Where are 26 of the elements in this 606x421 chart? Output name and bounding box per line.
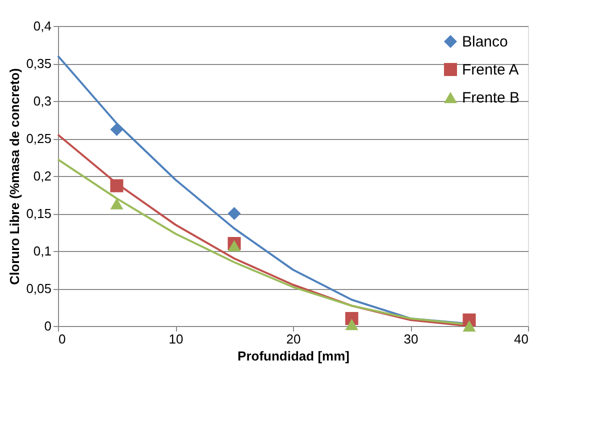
legend-label: Frente B [462, 90, 520, 106]
y-tick-label: 0,15 [26, 206, 52, 221]
x-tick-label: 10 [168, 332, 184, 346]
y-tick-label: 0 [44, 318, 52, 334]
point [462, 320, 476, 332]
legend-label: Frente A [462, 62, 519, 78]
x-axis-title: Profundidad [mm] [238, 348, 350, 364]
point [110, 198, 124, 210]
point [345, 318, 358, 330]
y-tick-label: 0,35 [26, 56, 52, 71]
y-tick-label: 0,25 [26, 131, 52, 146]
y-tick-label: 0,1 [33, 244, 52, 258]
y-axis-title: Cloruro Libre (%masa de concreto) [7, 68, 22, 285]
x-tick-label: 0 [58, 332, 66, 346]
y-tick-label: 0,05 [26, 281, 52, 296]
point [110, 122, 124, 136]
y-tick-label: 0,3 [33, 94, 52, 108]
point [228, 206, 241, 220]
y-tick-label: 0,4 [33, 18, 52, 34]
x-tick-label: 40 [514, 332, 528, 346]
legend-label: Blanco [462, 34, 508, 50]
point [110, 179, 124, 192]
point [228, 240, 241, 252]
x-tick-label: 20 [286, 332, 301, 346]
y-tick-label: 0,2 [33, 168, 52, 184]
x-tick-label: 30 [404, 332, 418, 346]
